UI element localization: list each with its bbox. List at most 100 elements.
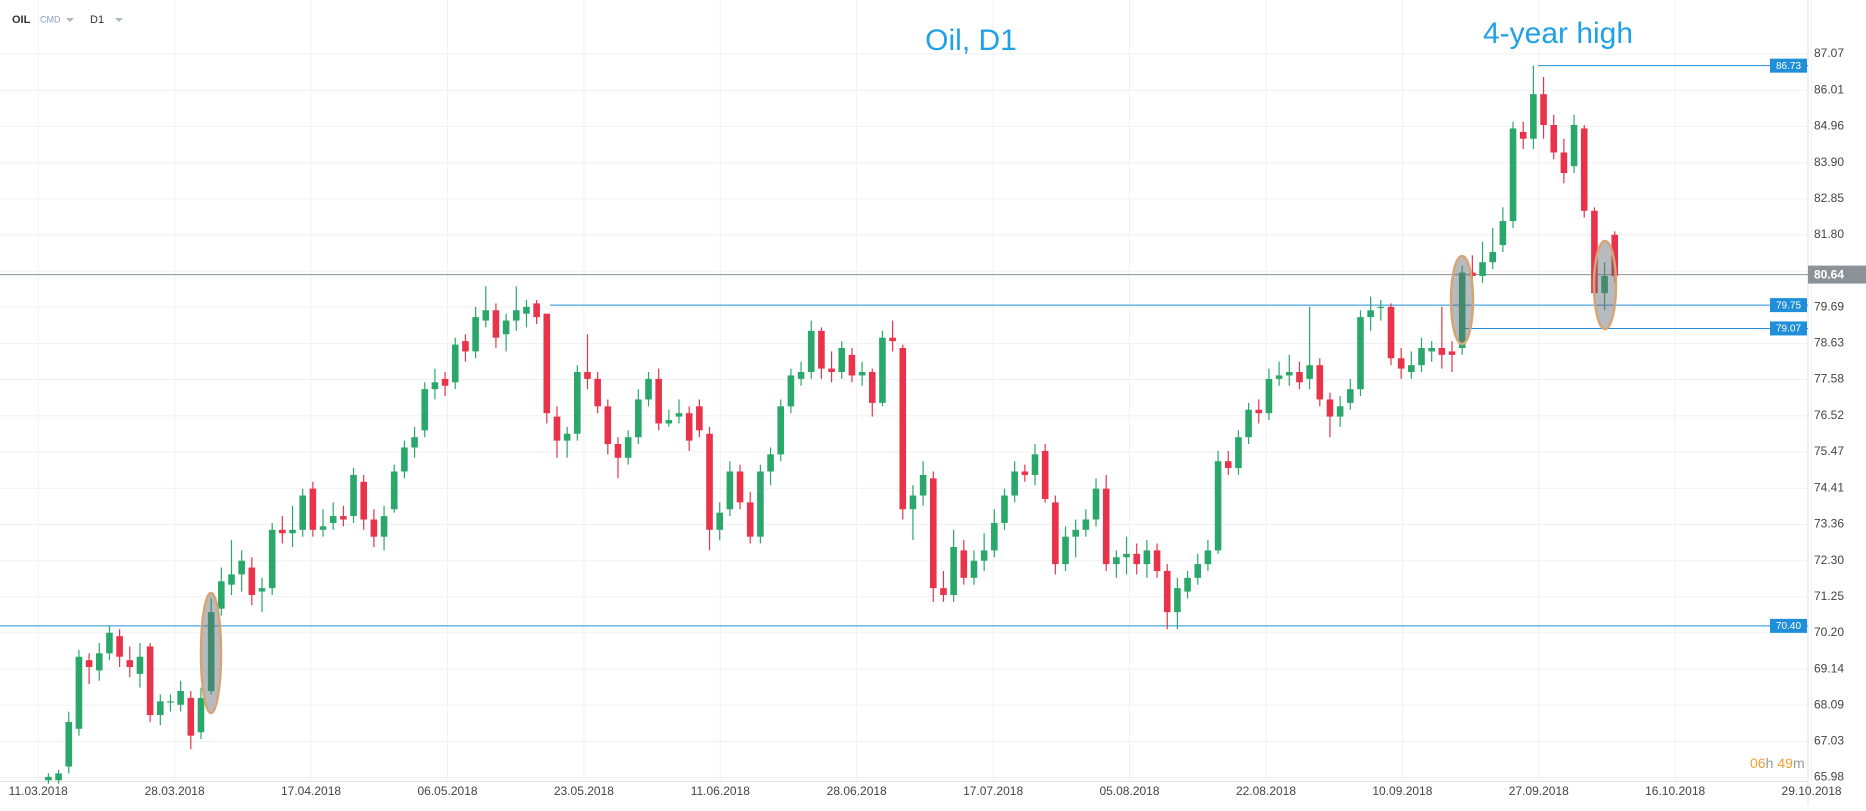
candle-body — [207, 612, 215, 692]
candle-body — [136, 656, 144, 674]
current-price-box — [1808, 265, 1866, 284]
candle-body — [1479, 262, 1486, 276]
candle-body — [1438, 347, 1446, 355]
candle-body — [380, 516, 388, 537]
candles — [45, 65, 1619, 784]
candle-body — [472, 317, 479, 352]
candle-body — [1601, 275, 1608, 294]
candle-body — [75, 656, 83, 729]
candle-body — [279, 529, 286, 534]
level-label-box — [1770, 618, 1807, 633]
candle-body — [492, 310, 500, 338]
candle-body — [635, 399, 642, 438]
candle-body — [268, 529, 276, 589]
timer-hours: 06 — [1750, 755, 1766, 771]
candle-body — [736, 471, 744, 503]
chart-title: Oil, D1 — [925, 24, 1017, 57]
candle-body — [289, 529, 296, 534]
candle-body — [665, 420, 673, 424]
candle-body — [940, 588, 947, 595]
candle-body — [1092, 488, 1100, 520]
candle-body — [848, 354, 856, 376]
candle-body — [462, 341, 469, 352]
candle-body — [1357, 317, 1364, 390]
candle-body — [574, 372, 581, 434]
y-tick-label: 67.03 — [1814, 734, 1844, 748]
candle-body — [340, 516, 347, 520]
candle-body — [1153, 550, 1161, 571]
candle-body — [868, 372, 876, 403]
current-price-label: 80.64 — [1814, 267, 1844, 281]
candle-body — [1580, 128, 1588, 211]
candle-body — [1255, 409, 1263, 414]
candle-body — [106, 632, 113, 654]
candle-body — [1448, 351, 1456, 355]
dropdown-icon[interactable] — [66, 18, 74, 22]
candle-body — [889, 337, 896, 342]
y-tick-label: 81.80 — [1814, 227, 1844, 241]
x-tick-label: 16.10.2018 — [1645, 784, 1705, 798]
candle-body — [767, 454, 774, 472]
candle-body — [553, 416, 561, 441]
candle-body — [1052, 502, 1059, 565]
candle-body — [604, 406, 612, 445]
candle-body — [65, 721, 73, 767]
instrument-type[interactable]: CMD — [40, 14, 61, 24]
interval[interactable]: D1 — [90, 14, 104, 26]
x-tick-label: 17.04.2018 — [281, 784, 341, 798]
candle-body — [1265, 378, 1273, 414]
y-tick-label: 86.01 — [1814, 83, 1844, 97]
candle-body — [1387, 306, 1395, 359]
candle-body — [1367, 310, 1374, 318]
y-tick-label: 76.52 — [1814, 408, 1844, 422]
candle-body — [787, 375, 795, 407]
candle-body — [1347, 389, 1354, 403]
candle-body — [1123, 553, 1130, 558]
candle-body — [1469, 272, 1476, 276]
candle-body — [350, 474, 357, 517]
timer: 06h 49m — [1750, 755, 1805, 771]
candle-body — [421, 389, 429, 431]
candle-body — [1194, 564, 1202, 578]
dropdown-icon[interactable] — [115, 18, 123, 22]
candle-body — [1021, 471, 1029, 475]
toolbar: OIL CMD D1 — [12, 14, 123, 26]
candle-body — [55, 773, 62, 781]
candle-body — [299, 495, 306, 530]
y-tick-label: 75.47 — [1814, 444, 1844, 458]
candle-body — [1041, 450, 1049, 499]
candle-body — [991, 522, 998, 551]
candle-body — [1285, 372, 1293, 376]
level-label: 79.75 — [1776, 300, 1801, 311]
candle-body — [1570, 125, 1578, 167]
candle-body — [533, 303, 540, 318]
highlight — [1449, 254, 1475, 346]
candle-body — [126, 660, 134, 668]
candle-body — [85, 660, 93, 668]
y-tick-label: 74.41 — [1814, 480, 1844, 494]
candle-body — [614, 444, 622, 458]
y-tick-label: 78.63 — [1814, 336, 1844, 350]
candle-body — [95, 653, 103, 671]
candle-body — [919, 474, 927, 496]
candle-body — [1418, 347, 1425, 366]
symbol[interactable]: OIL — [12, 14, 31, 26]
candle-body — [451, 344, 459, 383]
candle-body — [45, 776, 52, 781]
x-tick-label: 11.03.2018 — [9, 784, 68, 798]
candle-body — [411, 437, 418, 448]
x-tick-label: 05.08.2018 — [1099, 784, 1159, 798]
candle-body — [1611, 234, 1619, 276]
candle-body — [1245, 409, 1252, 438]
candle-body — [1408, 365, 1415, 373]
y-tick-label: 73.36 — [1814, 516, 1844, 530]
candle-body — [716, 512, 724, 530]
y-tick-label: 68.09 — [1814, 697, 1844, 711]
candle-body — [1174, 588, 1181, 613]
candle-body — [1519, 131, 1527, 139]
y-tick-label: 87.07 — [1814, 46, 1844, 60]
candle-body — [1062, 536, 1069, 565]
candle-body — [1377, 306, 1385, 309]
